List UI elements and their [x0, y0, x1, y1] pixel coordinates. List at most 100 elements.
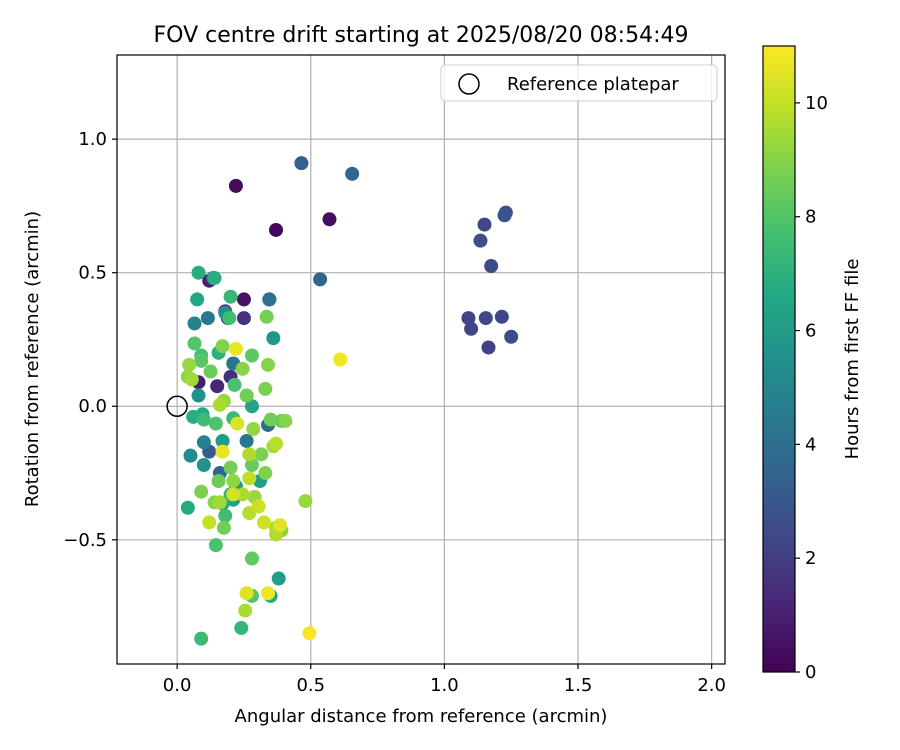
data-point — [212, 495, 227, 510]
reference-marker — [166, 395, 188, 417]
data-point — [210, 379, 225, 394]
data-point — [271, 571, 286, 586]
data-point — [298, 494, 313, 509]
data-point — [262, 292, 277, 307]
data-point — [345, 166, 360, 181]
data-point — [211, 474, 226, 489]
data-point — [244, 348, 259, 363]
data-point — [273, 518, 288, 533]
data-point — [196, 412, 211, 427]
data-point — [182, 357, 197, 372]
data-point — [194, 631, 209, 646]
data-point — [227, 377, 242, 392]
data-point — [497, 208, 512, 223]
data-point — [208, 538, 223, 553]
data-point — [215, 433, 230, 448]
legend-marker — [458, 73, 480, 95]
legend-entry: Reference platepar — [507, 74, 679, 95]
data-point — [239, 388, 254, 403]
y-tick-label: −0.5 — [63, 530, 107, 551]
y-axis-ticks: −0.5 0.0 0.5 1.0 — [63, 129, 117, 551]
colorbar: 0 2 4 6 8 10 Hours from first FF file — [762, 45, 863, 683]
data-point — [473, 233, 488, 248]
data-point — [203, 364, 218, 379]
data-point — [244, 551, 259, 566]
data-point — [223, 460, 238, 475]
data-point — [196, 458, 211, 473]
data-point — [191, 388, 206, 403]
data-point — [313, 272, 328, 287]
data-point — [302, 626, 317, 641]
colorbar-tick-label: 8 — [805, 207, 816, 228]
legend-box — [440, 64, 718, 102]
data-point — [235, 361, 250, 376]
x-tick-label: 1.5 — [564, 675, 593, 696]
plot-area — [117, 55, 725, 664]
data-point — [194, 353, 209, 368]
data-point — [251, 499, 266, 514]
data-point — [258, 381, 273, 396]
data-point — [260, 357, 275, 372]
data-point — [269, 222, 284, 237]
colorbar-tick-label: 4 — [805, 434, 816, 455]
data-point — [294, 156, 309, 171]
x-axis-label: Angular distance from reference (arcmin) — [235, 706, 608, 727]
colorbar-tick-label: 6 — [805, 321, 816, 342]
data-point — [207, 271, 222, 286]
data-point — [242, 471, 257, 486]
data-point — [218, 508, 233, 523]
data-point — [504, 329, 519, 344]
data-point — [322, 212, 337, 227]
data-point — [215, 444, 230, 459]
data-point — [226, 474, 241, 489]
colorbar-tick-label: 0 — [805, 662, 816, 683]
data-point — [226, 487, 241, 502]
data-point — [263, 412, 278, 427]
x-axis-ticks: 0.0 0.5 1.0 1.5 2.0 — [163, 664, 726, 696]
colorbar-gradient — [762, 45, 796, 673]
data-point — [494, 309, 509, 324]
y-axis-label: Rotation from reference (arcmin) — [22, 211, 43, 507]
x-tick-label: 1.0 — [430, 675, 459, 696]
data-point — [461, 311, 476, 326]
data-point — [481, 340, 496, 355]
colorbar-label: Hours from first FF file — [842, 259, 863, 460]
y-tick-label: 0.5 — [78, 263, 107, 284]
x-tick-label: 0.5 — [296, 675, 325, 696]
legend: Reference platepar — [440, 64, 718, 102]
data-point — [266, 331, 281, 346]
data-point — [464, 321, 479, 336]
data-point — [258, 466, 273, 481]
reference-platepar-point — [166, 395, 188, 417]
data-point — [477, 217, 492, 232]
data-point — [484, 259, 499, 274]
y-tick-label: 1.0 — [78, 129, 107, 150]
plot-frame — [116, 54, 726, 665]
data-point — [246, 421, 261, 436]
data-point — [244, 458, 259, 473]
data-point — [228, 341, 243, 356]
data-point — [202, 515, 217, 530]
data-point — [333, 352, 348, 367]
x-tick-label: 2.0 — [697, 675, 726, 696]
data-point — [187, 316, 202, 331]
data-point — [187, 336, 202, 351]
x-tick-label: 0.0 — [163, 675, 192, 696]
data-point — [239, 433, 254, 448]
chart-title: FOV centre drift starting at 2025/08/20 … — [154, 23, 689, 48]
data-point — [260, 586, 275, 601]
data-point — [236, 292, 251, 307]
data-point — [208, 416, 223, 431]
scatter-points — [180, 156, 519, 646]
data-point — [478, 311, 493, 326]
data-point — [244, 399, 259, 414]
data-point — [190, 292, 205, 307]
data-point — [256, 515, 271, 530]
data-point — [186, 409, 201, 424]
data-point — [259, 309, 274, 324]
data-point — [234, 620, 249, 635]
data-point — [212, 397, 227, 412]
data-point — [228, 178, 243, 193]
data-point — [242, 447, 257, 462]
